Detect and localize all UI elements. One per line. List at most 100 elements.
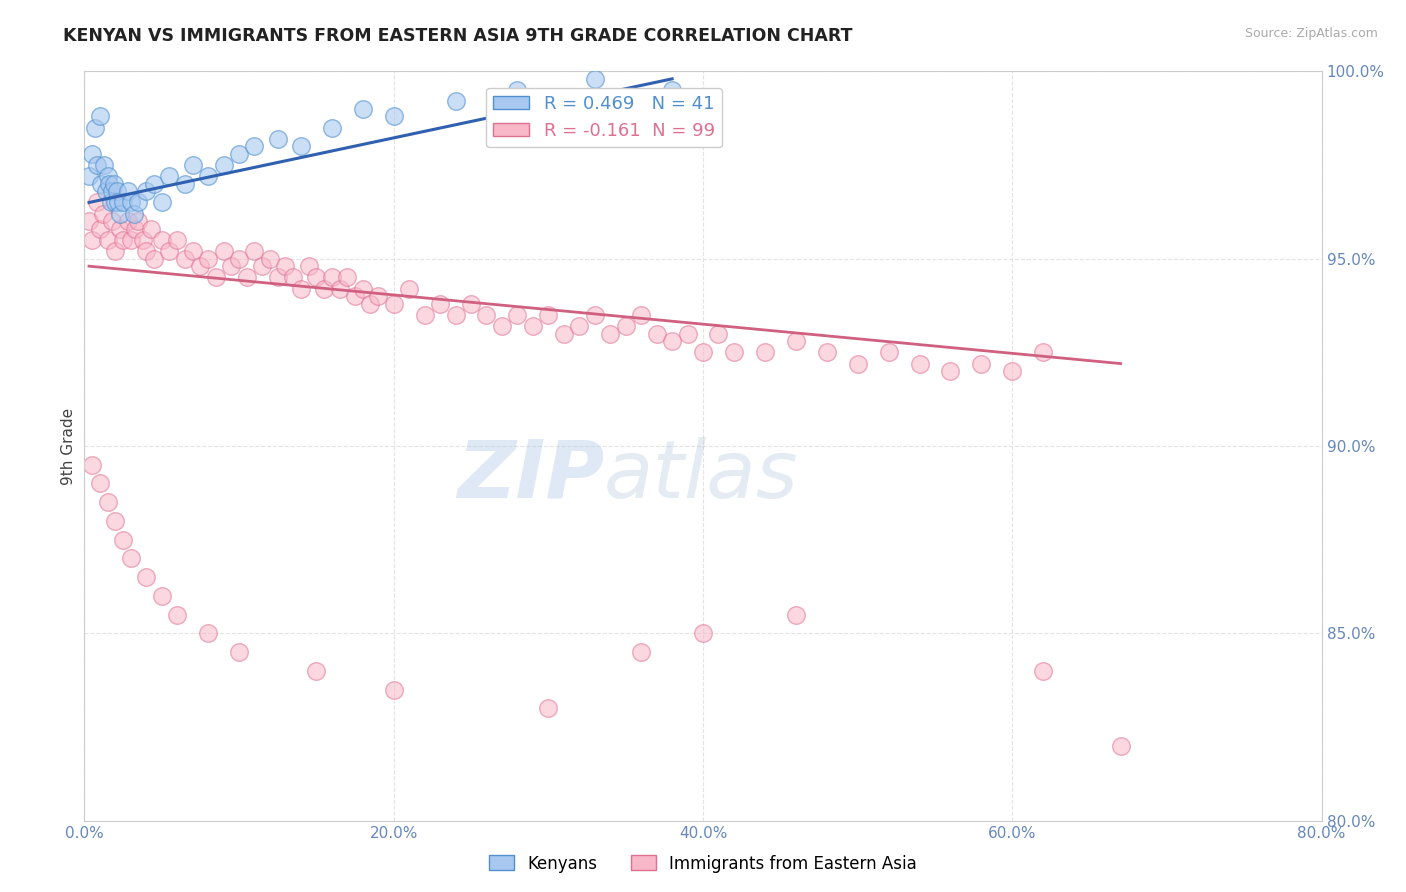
Point [82,233,104,247]
Point [77,214,100,228]
Point [336,270,359,285]
Point [143,177,166,191]
Point [908,357,931,371]
Point [344,289,367,303]
Y-axis label: 9th Grade: 9th Grade [60,408,76,484]
Point [228,645,250,659]
Point [150,233,173,247]
Point [785,607,807,622]
Point [537,308,560,322]
Point [98,177,121,191]
Point [150,195,173,210]
Point [305,270,328,285]
Point [314,282,336,296]
Point [127,214,149,228]
Point [352,102,374,116]
Point [460,296,482,310]
Point [583,308,606,322]
Point [398,282,420,296]
Point [104,514,127,528]
Point [1032,345,1054,359]
Text: Source: ZipAtlas.com: Source: ZipAtlas.com [1244,27,1378,40]
Point [77,169,100,184]
Point [1001,364,1024,378]
Point [221,259,243,273]
Point [506,83,529,97]
Point [367,289,389,303]
Point [661,83,683,97]
Point [475,308,498,322]
Point [259,252,281,266]
Point [150,589,173,603]
Point [274,259,297,273]
Point [970,357,993,371]
Point [298,259,321,273]
Point [553,326,575,341]
Point [1032,664,1054,678]
Point [91,207,114,221]
Point [250,259,273,273]
Point [228,146,250,161]
Point [132,233,155,247]
Point [108,207,131,221]
Point [104,244,127,259]
Point [84,120,107,135]
Point [107,195,129,210]
Point [101,214,124,228]
Point [139,221,162,235]
Point [692,626,714,640]
Point [281,270,305,285]
Point [1109,739,1132,753]
Point [127,195,149,210]
Point [877,345,900,359]
Point [166,607,188,622]
Point [939,364,962,378]
Point [444,95,467,109]
Point [197,252,219,266]
Point [90,177,112,191]
Point [86,195,108,210]
Point [117,214,139,228]
Point [754,345,776,359]
Point [692,345,714,359]
Point [86,158,108,172]
Point [645,326,668,341]
Point [614,319,637,334]
Point [506,308,529,322]
Legend: R = 0.469   N = 41, R = -0.161  N = 99: R = 0.469 N = 41, R = -0.161 N = 99 [486,88,723,147]
Point [124,221,146,235]
Point [707,326,730,341]
Point [290,139,312,153]
Point [181,244,204,259]
Point [413,308,436,322]
Point [785,334,807,348]
Point [329,282,352,296]
Point [96,495,118,509]
Point [181,158,204,172]
Point [135,184,157,198]
Point [100,195,122,210]
Point [290,282,312,296]
Point [159,244,180,259]
Point [491,319,513,334]
Point [723,345,745,359]
Point [321,270,343,285]
Point [212,244,235,259]
Point [382,296,405,310]
Point [267,132,290,146]
Point [89,476,111,491]
Point [112,233,135,247]
Point [174,177,197,191]
Point [108,221,131,235]
Point [166,233,188,247]
Legend: Kenyans, Immigrants from Eastern Asia: Kenyans, Immigrants from Eastern Asia [482,848,924,880]
Point [382,682,405,697]
Point [568,319,591,334]
Point [321,120,343,135]
Point [188,259,212,273]
Point [360,296,382,310]
Point [661,334,683,348]
Point [537,701,560,715]
Text: ZIP: ZIP [457,437,605,515]
Point [583,71,606,86]
